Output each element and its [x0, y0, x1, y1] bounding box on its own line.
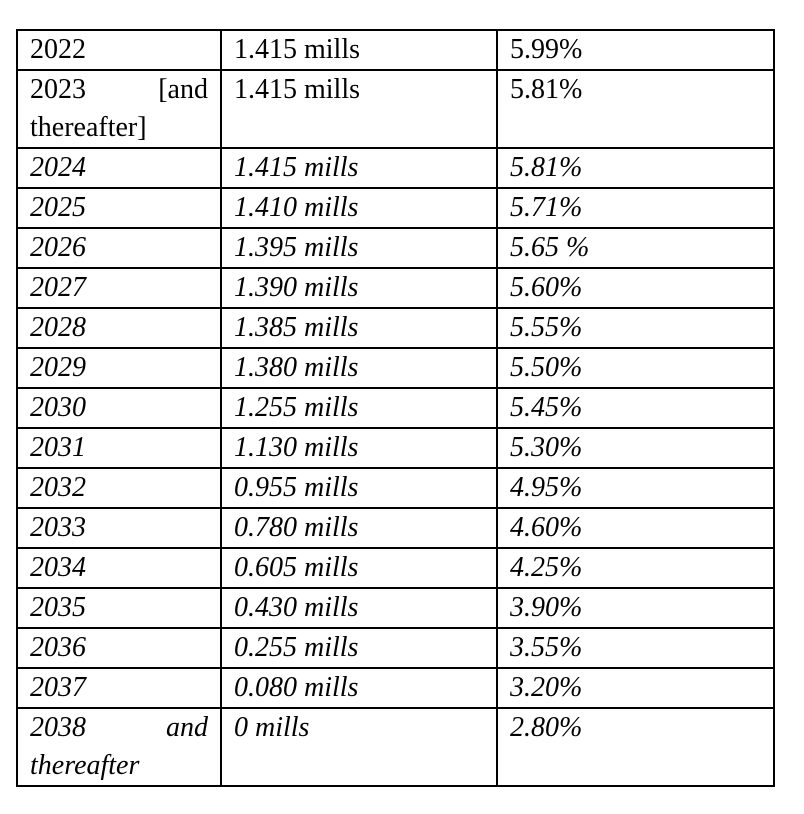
rate-cell: 3.55%: [496, 627, 775, 669]
table-row: 2035 0.430 mills 3.90%: [16, 587, 775, 629]
year-cell: 2027: [16, 267, 222, 309]
mills-cell: 0.780 mills: [220, 507, 498, 549]
table-row: 2037 0.080 mills 3.20%: [16, 667, 775, 709]
year-cell: 2026: [16, 227, 222, 269]
table-row: 2033 0.780 mills 4.60%: [16, 507, 775, 549]
year-cell: 2028: [16, 307, 222, 349]
table-body: 2022 1.415 mills 5.99% 2023 [and thereafter…: [16, 29, 775, 787]
table-row: 2022 1.415 mills 5.99%: [16, 29, 775, 71]
year-cell: 2032: [16, 467, 222, 509]
mills-cell: 0 mills: [220, 707, 498, 787]
table-row: 2038 and thereafter 0 mills 2.80%: [16, 707, 775, 787]
year-cell: 2024: [16, 147, 222, 189]
mills-cell: 1.395 mills: [220, 227, 498, 269]
rate-cell: 3.90%: [496, 587, 775, 629]
year-cell: 2038 and thereafter: [16, 707, 222, 787]
table-row: 2031 1.130 mills 5.30%: [16, 427, 775, 469]
year-cell: 2025: [16, 187, 222, 229]
rate-cell: 4.60%: [496, 507, 775, 549]
year-cell: 2031: [16, 427, 222, 469]
rate-cell: 5.60%: [496, 267, 775, 309]
year-cell: 2037: [16, 667, 222, 709]
year-cell: 2033: [16, 507, 222, 549]
year-cell: 2030: [16, 387, 222, 429]
year-cell: 2035: [16, 587, 222, 629]
mills-cell: 1.415 mills: [220, 69, 498, 149]
year-cell: 2036: [16, 627, 222, 669]
mills-cell: 1.380 mills: [220, 347, 498, 389]
rate-cell: 2.80%: [496, 707, 775, 787]
table-row: 2028 1.385 mills 5.55%: [16, 307, 775, 349]
rate-cell: 5.81%: [496, 69, 775, 149]
rate-cell: 5.30%: [496, 427, 775, 469]
table-row: 2024 1.415 mills 5.81%: [16, 147, 775, 189]
rate-cell: 4.95%: [496, 467, 775, 509]
rate-cell: 5.55%: [496, 307, 775, 349]
mills-cell: 0.430 mills: [220, 587, 498, 629]
mills-cell: 1.410 mills: [220, 187, 498, 229]
rate-cell: 5.71%: [496, 187, 775, 229]
mills-cell: 1.415 mills: [220, 147, 498, 189]
rate-cell: 5.50%: [496, 347, 775, 389]
rate-cell: 5.45%: [496, 387, 775, 429]
mills-cell: 0.955 mills: [220, 467, 498, 509]
rate-cell: 3.20%: [496, 667, 775, 709]
table-row: 2025 1.410 mills 5.71%: [16, 187, 775, 229]
table-row: 2023 [and thereafter] 1.415 mills 5.81%: [16, 69, 775, 149]
rate-cell: 5.65 %: [496, 227, 775, 269]
rate-cell: 5.99%: [496, 29, 775, 71]
mills-cell: 0.255 mills: [220, 627, 498, 669]
year-cell: 2023 [and thereafter]: [16, 69, 222, 149]
year-cell: 2034: [16, 547, 222, 589]
mills-cell: 1.130 mills: [220, 427, 498, 469]
mills-cell: 1.255 mills: [220, 387, 498, 429]
year-cell: 2022: [16, 29, 222, 71]
rate-cell: 5.81%: [496, 147, 775, 189]
mills-cell: 1.385 mills: [220, 307, 498, 349]
table-row: 2030 1.255 mills 5.45%: [16, 387, 775, 429]
table-row: 2029 1.380 mills 5.50%: [16, 347, 775, 389]
rate-cell: 4.25%: [496, 547, 775, 589]
year-cell: 2029: [16, 347, 222, 389]
table-row: 2036 0.255 mills 3.55%: [16, 627, 775, 669]
table-row: 2027 1.390 mills 5.60%: [16, 267, 775, 309]
table-row: 2034 0.605 mills 4.25%: [16, 547, 775, 589]
table-row: 2026 1.395 mills 5.65 %: [16, 227, 775, 269]
table-row: 2032 0.955 mills 4.95%: [16, 467, 775, 509]
mills-cell: 0.605 mills: [220, 547, 498, 589]
mills-cell: 0.080 mills: [220, 667, 498, 709]
rate-table: 2022 1.415 mills 5.99% 2023 [and thereafter…: [16, 29, 775, 787]
mills-cell: 1.390 mills: [220, 267, 498, 309]
mills-cell: 1.415 mills: [220, 29, 498, 71]
